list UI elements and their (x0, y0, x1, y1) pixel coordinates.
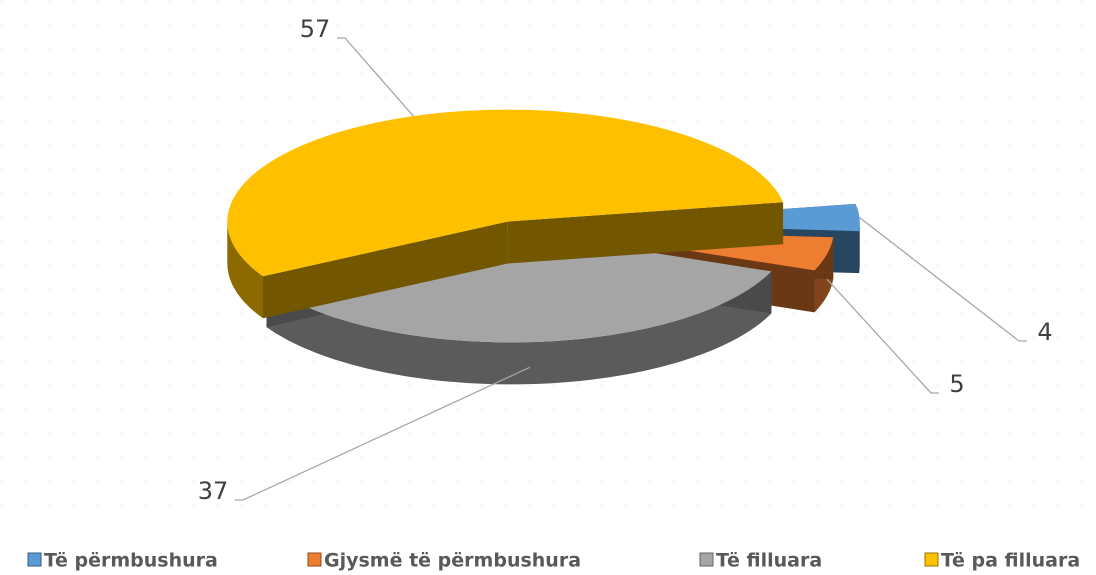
legend-swatch (307, 552, 322, 567)
leader-line (337, 37, 414, 117)
legend-label: Të pa filluara (941, 550, 1080, 572)
slice-side (266, 271, 772, 385)
data-label: 4 (1037, 318, 1052, 346)
data-label: 5 (949, 370, 964, 398)
legend-swatch (27, 552, 42, 567)
slice (227, 109, 784, 319)
slice-side (227, 221, 263, 319)
legend-label: Të përmbushura (44, 550, 218, 572)
legend-swatch (699, 552, 714, 567)
slice-wall (263, 221, 508, 319)
slice-wall (507, 202, 784, 264)
data-label: 37 (198, 477, 229, 505)
data-label: 57 (300, 15, 331, 43)
leader-line (859, 216, 1027, 342)
leader-line (235, 366, 531, 501)
slice-side (859, 223, 860, 274)
legend-label: Gjysmë të përmbushura (324, 550, 581, 572)
legend-swatch (924, 552, 939, 567)
leader-line (826, 278, 939, 394)
slice-top (227, 109, 784, 277)
legend-label: Të filluara (716, 550, 822, 572)
